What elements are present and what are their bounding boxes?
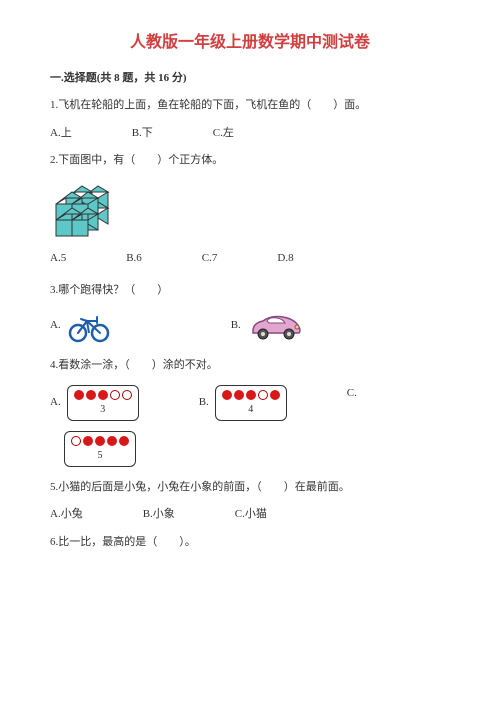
- q1-opt-a: A.上: [50, 125, 72, 143]
- q3-b-label: B.: [231, 317, 241, 335]
- num-c: 5: [98, 448, 103, 464]
- q1-opt-b: B.下: [132, 125, 153, 143]
- q6-text: 6.比一比，最高的是（ ）。: [50, 534, 450, 552]
- q3-a-label: A.: [50, 317, 61, 335]
- q4-opt-c-box: 5: [64, 431, 136, 467]
- q4-opt-b: B. 4: [199, 385, 287, 421]
- dots-b: [222, 390, 280, 400]
- q2-opt-b: B.6: [126, 250, 142, 268]
- dots-a: [74, 390, 132, 400]
- q2-options: A.5 B.6 C.7 D.8: [50, 250, 450, 268]
- q1-text: 1.飞机在轮船的上面，鱼在轮船的下面，飞机在鱼的（ ）面。: [50, 97, 450, 115]
- q5-opt-c: C.小猫: [235, 506, 267, 524]
- q4-b-label: B.: [199, 394, 209, 412]
- q3-opt-b: B.: [231, 309, 305, 343]
- q5-text: 5.小猫的后面是小兔，小兔在小象的前面，（ ）在最前面。: [50, 479, 450, 497]
- section-header: 一.选择题(共 8 题，共 16 分): [50, 70, 450, 88]
- cube-icon: [50, 180, 120, 240]
- q2-opt-a: A.5: [50, 250, 66, 268]
- dots-c: [71, 436, 129, 446]
- q4-text: 4.看数涂一涂，（ ）涂的不对。: [50, 357, 450, 375]
- car-icon: [247, 309, 305, 343]
- q4-opt-c-label: C.: [347, 385, 357, 403]
- q4-row2: 5: [50, 431, 450, 467]
- q5-opt-a: A.小兔: [50, 506, 83, 524]
- page-title: 人教版一年级上册数学期中测试卷: [50, 30, 450, 56]
- num-a: 3: [100, 402, 105, 418]
- q1-options: A.上 B.下 C.左: [50, 125, 450, 143]
- q3-opt-a: A.: [50, 309, 111, 343]
- q4-row1: A. 3 B. 4 C.: [50, 385, 450, 421]
- q4-opt-a: A. 3: [50, 385, 139, 421]
- q3-options: A. B.: [50, 309, 450, 343]
- q4-c-label: C.: [347, 385, 357, 403]
- q1-opt-c: C.左: [213, 125, 234, 143]
- q3-text: 3.哪个跑得快？（ ）: [50, 282, 450, 300]
- count-box-b: 4: [215, 385, 287, 421]
- num-b: 4: [248, 402, 253, 418]
- q4-a-label: A.: [50, 394, 61, 412]
- q2-opt-d: D.8: [277, 250, 293, 268]
- count-box-a: 3: [67, 385, 139, 421]
- q2-text: 2.下面图中，有（ ）个正方体。: [50, 152, 450, 170]
- cube-figure: [50, 180, 450, 240]
- bicycle-icon: [67, 309, 111, 343]
- q5-options: A.小兔 B.小象 C.小猫: [50, 506, 450, 524]
- q5-opt-b: B.小象: [143, 506, 175, 524]
- count-box-c: 5: [64, 431, 136, 467]
- q2-opt-c: C.7: [202, 250, 218, 268]
